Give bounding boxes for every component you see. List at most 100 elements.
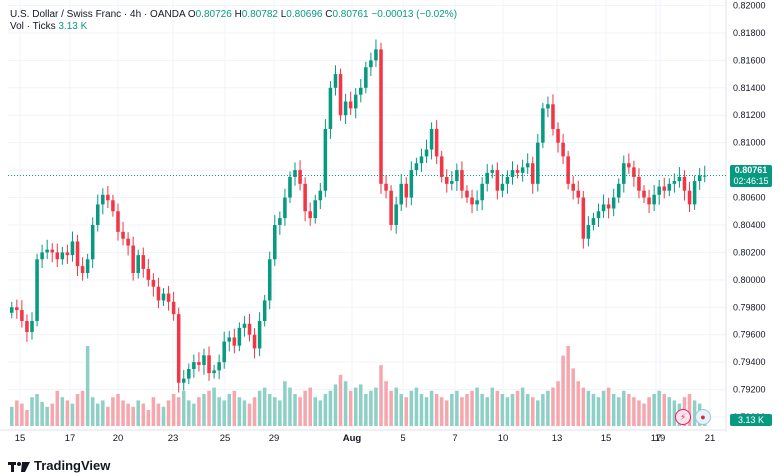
candle-body: [56, 252, 60, 259]
candle-body: [652, 195, 656, 205]
flag-icon[interactable]: ●: [695, 409, 711, 425]
volume-bar: [491, 388, 495, 426]
volume-bar: [501, 394, 505, 426]
candle-body: [597, 211, 601, 218]
exchange: OANDA: [150, 9, 185, 20]
volume-label[interactable]: Vol · Ticks: [10, 21, 56, 32]
volume-bar: [308, 388, 312, 426]
volume-bar: [71, 404, 75, 426]
volume-bar: [354, 388, 358, 426]
candle-body: [136, 255, 140, 273]
volume-bar: [157, 404, 161, 426]
tradingview-logo[interactable]: TradingView: [8, 458, 110, 473]
y-tick-label: 0.81000: [733, 138, 766, 148]
candle-body: [430, 129, 434, 150]
volume-bar: [652, 394, 656, 426]
volume-bar: [632, 397, 636, 426]
candle-body: [698, 176, 702, 181]
volume-bar: [293, 394, 297, 426]
volume-bar: [410, 391, 414, 426]
volume-bar: [263, 388, 267, 426]
lightning-icon[interactable]: ⚡: [675, 409, 691, 425]
volume-bar: [268, 394, 272, 426]
candle-body: [445, 177, 449, 184]
volume-bar: [662, 394, 666, 426]
volume-bar: [56, 391, 60, 426]
candle-body: [263, 300, 267, 321]
candle-body: [379, 49, 383, 183]
last-price-tag: 0.80761 02:46:15: [730, 165, 772, 187]
candle-body: [187, 369, 191, 379]
volume-bar: [379, 365, 383, 426]
candle-body: [116, 211, 120, 232]
volume-bar: [526, 394, 530, 426]
volume-bar: [162, 407, 166, 426]
candle-body: [20, 310, 24, 321]
candle-body: [435, 129, 439, 156]
volume-bar: [571, 368, 575, 426]
candle-body: [40, 252, 44, 259]
candle-body: [167, 294, 171, 302]
candle-body: [288, 177, 292, 198]
y-tick-label: 0.81200: [733, 110, 766, 120]
y-tick-label: 0.81800: [733, 28, 766, 38]
candle-body: [131, 246, 135, 273]
candle-body: [45, 250, 49, 253]
volume-bar: [531, 397, 535, 426]
y-tick-label: 0.81600: [733, 55, 766, 65]
open-label: O: [188, 9, 196, 20]
y-tick-label: 0.80000: [733, 275, 766, 285]
candle-body: [440, 156, 444, 177]
volume-bar: [50, 404, 54, 426]
volume-bar: [536, 400, 540, 426]
candle-body: [197, 362, 201, 365]
x-tick-label: 17: [65, 433, 76, 444]
candle-body: [121, 232, 125, 239]
y-tick-label: 0.80600: [733, 193, 766, 203]
low-value: 0.80696: [286, 9, 322, 20]
volume-bar: [147, 410, 151, 426]
volume-bar: [238, 397, 242, 426]
volume-bar: [587, 391, 591, 426]
candle-body: [384, 184, 388, 191]
candle-body: [506, 177, 510, 184]
candle-body: [192, 362, 196, 369]
volume-bar: [455, 391, 459, 426]
volume-bar: [339, 375, 343, 426]
open-value: 0.80726: [196, 9, 232, 20]
symbol-name[interactable]: U.S. Dollar / Swiss Franc: [10, 9, 121, 20]
candle-body: [587, 225, 591, 239]
volume-tag: 3.13 K: [730, 414, 772, 426]
candle-body: [420, 156, 424, 163]
volume-bar: [202, 394, 206, 426]
candle-body: [283, 198, 287, 219]
interval[interactable]: 4h: [130, 9, 141, 20]
tradingview-mark-icon: [8, 462, 30, 472]
volume-bar: [511, 394, 515, 426]
candle-body: [35, 259, 39, 321]
volume-bar: [303, 391, 307, 426]
candle-body: [227, 337, 231, 341]
volume-bar: [521, 388, 525, 426]
volume-bar: [506, 397, 510, 426]
candle-body: [233, 337, 237, 345]
volume-bar: [394, 388, 398, 426]
volume-bar: [566, 346, 570, 426]
candle-body: [399, 184, 403, 205]
x-tick-label: 19: [655, 433, 666, 444]
volume-bar: [35, 394, 39, 426]
volume-bar: [142, 404, 146, 426]
volume-bar: [602, 391, 606, 426]
candle-body: [693, 181, 697, 204]
candle-body: [96, 204, 100, 225]
candle-body: [389, 191, 393, 225]
volume-bar: [243, 400, 247, 426]
volume-bar: [445, 400, 449, 426]
volume-bar: [475, 388, 479, 426]
volume-bar: [496, 391, 500, 426]
candle-body: [268, 259, 272, 300]
volume-bar: [278, 400, 282, 426]
volume-bar: [374, 388, 378, 426]
countdown: 02:46:15: [730, 176, 772, 187]
